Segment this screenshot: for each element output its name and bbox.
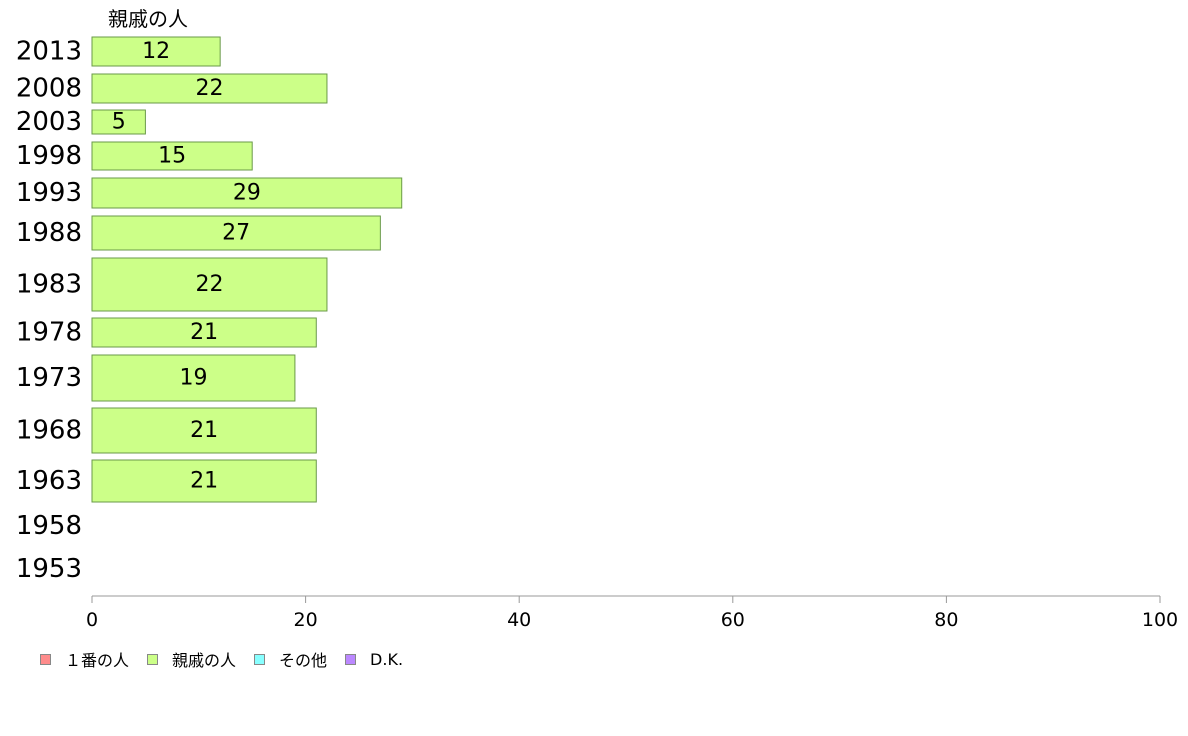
legend-item-4: D.K. xyxy=(345,650,403,669)
bar-value-label: 21 xyxy=(190,469,218,494)
category-label: 1953 xyxy=(16,554,82,584)
legend-label-1: １番の人 xyxy=(65,651,130,670)
category-label: 1988 xyxy=(16,218,82,248)
bar xyxy=(91,73,328,104)
bar xyxy=(91,36,221,67)
bar-value-label: 29 xyxy=(233,181,261,206)
bar xyxy=(91,407,317,454)
category-label: 1998 xyxy=(16,141,82,171)
legend-item-3: その他 xyxy=(254,647,327,671)
category-label: 1993 xyxy=(16,178,82,208)
bar-value-label: 21 xyxy=(190,320,218,345)
legend-swatch-2 xyxy=(147,653,159,665)
category-label: 2013 xyxy=(16,37,82,67)
bar-value-label: 22 xyxy=(195,76,223,101)
bar-value-label: 5 xyxy=(112,110,126,135)
bar-value-label: 27 xyxy=(222,221,250,246)
bar xyxy=(91,141,253,171)
bar xyxy=(91,109,146,135)
bar xyxy=(91,177,403,209)
legend-swatch-3 xyxy=(254,653,266,665)
x-tick-label: 20 xyxy=(294,609,318,631)
category-label: 1973 xyxy=(16,363,82,393)
legend-swatch-1 xyxy=(40,653,51,665)
bar xyxy=(91,215,381,251)
category-label: 1978 xyxy=(16,318,82,348)
x-tick-label: 40 xyxy=(507,609,531,631)
x-tick-label: 60 xyxy=(721,609,745,631)
bar xyxy=(91,257,328,312)
category-label: 1968 xyxy=(16,416,82,446)
legend-label-3: その他 xyxy=(279,651,328,670)
x-tick-label: 0 xyxy=(86,609,98,631)
bar xyxy=(91,317,317,348)
category-label: 1958 xyxy=(16,511,82,541)
legend-swatch-4 xyxy=(345,653,357,665)
legend: １番の人 親戚の人 その他 D.K. xyxy=(40,647,421,671)
bar-value-label: 21 xyxy=(190,418,218,443)
bar-value-label: 19 xyxy=(179,366,207,391)
legend-item-2: 親戚の人 xyxy=(147,647,236,671)
category-label: 2003 xyxy=(16,107,82,137)
category-label: 2008 xyxy=(16,74,82,104)
bar-value-label: 22 xyxy=(195,272,223,297)
bar xyxy=(91,354,296,402)
bar-value-label: 15 xyxy=(158,144,186,169)
category-label: 1963 xyxy=(16,466,82,496)
x-tick-label: 100 xyxy=(1142,609,1178,631)
chart-title: 親戚の人 xyxy=(108,7,188,31)
legend-label-2: 親戚の人 xyxy=(172,651,237,670)
bar-value-label: 12 xyxy=(142,39,170,64)
x-tick-label: 80 xyxy=(934,609,958,631)
legend-item-1: １番の人 xyxy=(40,647,129,671)
bar xyxy=(91,459,317,503)
legend-label-4: D.K. xyxy=(370,649,404,669)
category-label: 1983 xyxy=(16,270,82,300)
